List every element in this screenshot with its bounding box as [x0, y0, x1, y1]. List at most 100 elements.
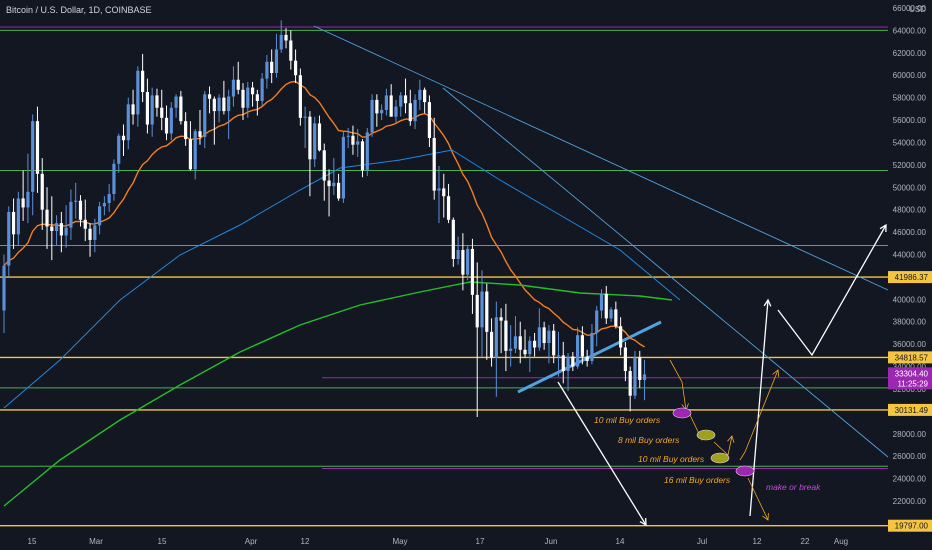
y-axis-tick-label: 32000.00 [893, 385, 927, 394]
x-axis-tick-label: Jun [545, 537, 558, 546]
y-axis-tick-label: 24000.00 [893, 475, 927, 484]
candle-body [207, 94, 212, 99]
x-axis-tick-label: Aug [834, 537, 848, 546]
currency-label: USD [909, 5, 926, 14]
candle-body [188, 139, 193, 170]
candle-body [576, 335, 580, 367]
candle-body [274, 49, 279, 73]
candle-body [227, 96, 231, 112]
candle-body [265, 61, 269, 79]
candle-body [619, 326, 623, 348]
candle-body [585, 356, 589, 361]
candle-body [322, 150, 326, 181]
candle-body [231, 79, 236, 97]
candle-body [590, 332, 594, 361]
candle-body [485, 291, 489, 332]
candle-body [351, 135, 355, 145]
annotation-label: 10 mil Buy orders [638, 454, 705, 464]
candle-body [212, 98, 216, 112]
candle-body [341, 136, 345, 199]
candle-body [131, 104, 135, 115]
candle-body [518, 336, 522, 350]
projection-arrow-rebound-head [879, 223, 887, 233]
candle-body [150, 95, 154, 125]
candle-body [423, 89, 427, 103]
candle-body [332, 182, 336, 187]
candle-body [69, 201, 73, 228]
candle-body [499, 317, 503, 321]
x-axis-tick-label: 17 [476, 537, 485, 546]
y-axis-tick-label: 44000.00 [893, 251, 927, 260]
y-axis-tick-label: 62000.00 [893, 49, 927, 58]
candle-body [179, 96, 183, 122]
candle-body [389, 95, 393, 117]
candle-body [117, 135, 121, 164]
candle-body [279, 34, 283, 50]
candle-body [532, 340, 537, 348]
candle-body [7, 211, 11, 266]
candle-body [556, 355, 561, 357]
candle-body [642, 374, 647, 381]
buy-path-arrow [669, 359, 687, 411]
candle-body [112, 163, 116, 195]
annotation-label: make or break [766, 482, 821, 492]
candle-body [26, 191, 30, 208]
candle-body [260, 78, 264, 102]
y-axis-tick-label: 22000.00 [893, 497, 927, 506]
y-axis-tick-label: 50000.00 [893, 183, 927, 192]
candle-body [370, 99, 374, 133]
buy-path-arrow [739, 369, 779, 461]
candle-body [384, 95, 388, 110]
candle-body [164, 117, 169, 134]
x-axis-tick-label: 15 [158, 537, 167, 546]
price-tag [888, 367, 932, 390]
y-axis-tick-label: 52000.00 [893, 161, 927, 170]
candle-body [337, 182, 341, 199]
price-tag-label: 30131.49 [895, 406, 929, 415]
candle-body [494, 317, 498, 358]
candle-body [40, 173, 44, 210]
candle-body [155, 95, 159, 108]
price-tag-label: 33304.40 [895, 369, 929, 378]
candle-body [102, 202, 106, 207]
candle-body [480, 291, 484, 328]
candle-body [399, 95, 403, 107]
y-axis-tick-label: 38000.00 [893, 318, 927, 327]
y-axis-tick-label: 46000.00 [893, 228, 927, 237]
buy-path-arrow-head [762, 512, 769, 521]
buy-order-marker [735, 465, 755, 477]
candle-body [571, 356, 575, 367]
candle-body [437, 188, 441, 191]
candle-body [604, 293, 608, 319]
candle-body [509, 348, 513, 351]
candle-body [255, 94, 259, 102]
candle-body [365, 132, 369, 171]
candle-body [16, 198, 20, 235]
sma-blue-line [3, 149, 681, 409]
buy-order-marker [710, 452, 730, 464]
buy-order-marker [672, 407, 692, 419]
candle-body [403, 95, 408, 104]
candle-body [418, 89, 422, 100]
candle-body [203, 94, 207, 137]
support-trendline [517, 320, 662, 394]
candle-body [298, 75, 302, 118]
price-axis-panel[interactable] [888, 0, 932, 536]
price-tag-label: 41986.37 [895, 273, 929, 282]
price-tag [888, 271, 932, 284]
candle-body [552, 330, 556, 356]
x-axis-tick-label: 12 [301, 537, 310, 546]
ema-line [3, 80, 645, 348]
projection-arrow-rebound [777, 224, 887, 357]
y-axis-tick-label: 40000.00 [893, 295, 927, 304]
candle-body [107, 194, 111, 203]
buy-path-arrow-head [772, 369, 780, 377]
candle-body [427, 102, 432, 138]
y-axis-tick-label: 58000.00 [893, 94, 927, 103]
candle-body [198, 131, 202, 137]
candle-body [141, 70, 145, 93]
candle-body [121, 135, 126, 141]
buy-path-arrow-head [727, 435, 735, 443]
